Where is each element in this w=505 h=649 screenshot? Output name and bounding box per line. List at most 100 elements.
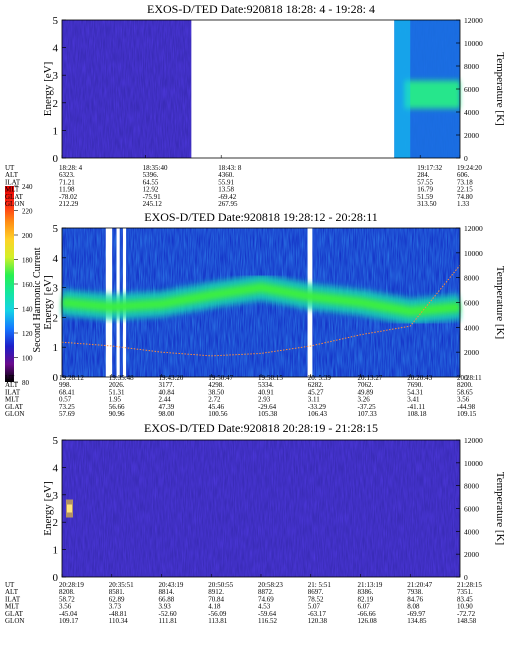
- ephemeris-value: 8386.: [358, 588, 374, 596]
- ephemeris-value: 21:13:19: [358, 581, 383, 589]
- energy-band: [404, 80, 460, 109]
- ephemeris-value: -48.81: [109, 610, 128, 618]
- ephemeris-value: 6323.: [59, 171, 75, 179]
- ephemeris-row-name: MLT: [5, 186, 20, 194]
- ephemeris-value: -72.72: [457, 610, 476, 618]
- colorbar-label: Second Harmonic Current: [32, 247, 43, 352]
- temperature-tick-label: 10000: [464, 459, 483, 468]
- ephemeris-value: 7062.: [358, 381, 374, 389]
- ephemeris-value: 47.39: [159, 403, 175, 411]
- ephemeris-row-name: UT: [5, 374, 15, 382]
- panel-title: EXOS-D/TED Date:920818 19:28:12 - 20:28:…: [144, 210, 378, 224]
- energy-axis: 0 1 2 3 4 5 Energy [eV]: [42, 435, 66, 584]
- ephemeris-row-name: GLAT: [5, 403, 24, 411]
- ephemeris-value: 45.46: [208, 403, 224, 411]
- temperature-axis-label: Temperature [K]: [494, 52, 505, 125]
- ephemeris-value: 12.92: [143, 186, 159, 194]
- ephemeris-value: 98.00: [159, 410, 175, 418]
- ephemeris-value: 8697.: [308, 588, 324, 596]
- ephemeris-value: 245.12: [143, 200, 163, 208]
- ephemeris-value: 107.33: [358, 410, 378, 418]
- ephemeris-value: 3.11: [308, 396, 320, 404]
- ephemeris-value: 3.93: [159, 603, 172, 611]
- ephemeris-value: 20:20:43: [407, 374, 432, 382]
- colorbar-tick-label: 120: [22, 330, 33, 338]
- ephemeris-value: 16.79: [417, 186, 433, 194]
- temperature-tick-label: 0: [464, 373, 468, 382]
- temperature-tick-label: 0: [464, 573, 468, 582]
- ephemeris-value: 19:58:15: [258, 374, 283, 382]
- ephemeris-value: 64.55: [143, 178, 159, 186]
- energy-axis: 0 1 2 3 4 5 Energy [eV]: [42, 223, 66, 384]
- ephemeris-value: 120.38: [308, 617, 328, 625]
- ephemeris-value: 51.31: [109, 388, 125, 396]
- ephemeris-value: 126.08: [358, 617, 378, 625]
- ephemeris-value: 56.66: [109, 403, 125, 411]
- temperature-axis-label: Temperature [K]: [494, 472, 505, 545]
- ephemeris-value: -45.04: [59, 610, 78, 618]
- energy-axis-label: Energy [eV]: [42, 62, 54, 116]
- ephemeris-value: 82.19: [358, 595, 374, 603]
- colorbar-ticks: 240 220 200 180 160 140 120 100 80: [14, 183, 33, 387]
- ephemeris-value: 58.65: [457, 388, 473, 396]
- temperature-tick-label: 6000: [464, 505, 479, 514]
- ephemeris-value: 66.88: [159, 595, 175, 603]
- ephemeris-value: 55.91: [218, 178, 234, 186]
- colorbar-tick-label: 220: [22, 208, 33, 216]
- energy-tick-label: 0: [53, 153, 59, 165]
- ephemeris-value: 21:28:15: [457, 581, 482, 589]
- ephemeris-row-name: ALT: [5, 171, 19, 179]
- ephemeris-value: 18:43: 8: [218, 164, 242, 172]
- energy-tick-label: 3: [53, 283, 59, 295]
- ephemeris-value: 8208.: [59, 588, 75, 596]
- temperature-tick-label: 0: [464, 154, 468, 163]
- ephemeris-value: 998.: [59, 381, 72, 389]
- ephemeris-row-name: GLAT: [5, 610, 24, 618]
- ephemeris-table: UT 18:28: 4 18:35:40 18:43: 8 19:17:32 19:24:…: [5, 164, 482, 208]
- spectrogram-plot: [60, 228, 462, 377]
- energy-tick-label: 4: [53, 43, 59, 55]
- ephemeris-row-name: MLT: [5, 396, 20, 404]
- ephemeris-value: 3.73: [109, 603, 122, 611]
- ephemeris-row-name: GLON: [5, 200, 24, 208]
- panel-title: EXOS-D/TED Date:920818 20:28:19 - 21:28:…: [144, 421, 378, 435]
- energy-tick-label: 2: [53, 517, 59, 529]
- ephemeris-table: UT 20:28:19 20:35:51 20:43:19 20:50:55 20:58:…: [5, 581, 482, 625]
- colorbar-tick-label: 140: [22, 306, 33, 314]
- temperature-tick-label: 2000: [464, 550, 479, 559]
- colorbar-tick-label: 160: [22, 281, 33, 289]
- ephemeris-value: 20:50:55: [208, 581, 233, 589]
- ephemeris-value: 284.: [417, 171, 430, 179]
- temperature-tick-label: 12000: [464, 224, 483, 233]
- ephemeris-value: 3.56: [457, 396, 470, 404]
- ephemeris-row-name: ALT: [5, 381, 19, 389]
- ephemeris-value: -69.42: [218, 193, 237, 201]
- ephemeris-value: 40.84: [159, 388, 175, 396]
- energy-band-halo: [66, 499, 73, 518]
- ephemeris-value: -37.25: [358, 403, 377, 411]
- energy-tick-label: 0: [53, 372, 59, 384]
- temperature-tick-label: 2000: [464, 348, 479, 357]
- energy-axis: 0 1 2 3 4 5 Energy [eV]: [42, 15, 66, 165]
- ephemeris-value: 62.89: [109, 595, 125, 603]
- ephemeris-value: 116.52: [258, 617, 277, 625]
- temperature-tick-label: 10000: [464, 39, 483, 48]
- ephemeris-value: 8.08: [407, 603, 420, 611]
- ephemeris-value: 5.07: [308, 603, 321, 611]
- energy-tick-label: 5: [53, 435, 59, 447]
- ephemeris-value: 2.44: [159, 396, 172, 404]
- ephemeris-value: -56.09: [208, 610, 227, 618]
- ephemeris-row-name: GLON: [5, 617, 24, 625]
- ephemeris-value: -75.91: [143, 193, 162, 201]
- ephemeris-row-name: ALT: [5, 588, 19, 596]
- ephemeris-value: 40.91: [258, 388, 274, 396]
- ephemeris-value: 113.81: [208, 617, 227, 625]
- energy-tick-label: 4: [53, 462, 59, 474]
- panel-title: EXOS-D/TED Date:920818 18:28: 4 - 19:28:…: [147, 2, 375, 16]
- ephemeris-value: 5396.: [143, 171, 159, 179]
- ephemeris-value: 18:35:40: [143, 164, 168, 172]
- temperature-tick-label: 10000: [464, 249, 483, 258]
- ephemeris-value: 45.27: [308, 388, 324, 396]
- ephemeris-value: 19:35:48: [109, 374, 134, 382]
- data-gap: [191, 20, 395, 158]
